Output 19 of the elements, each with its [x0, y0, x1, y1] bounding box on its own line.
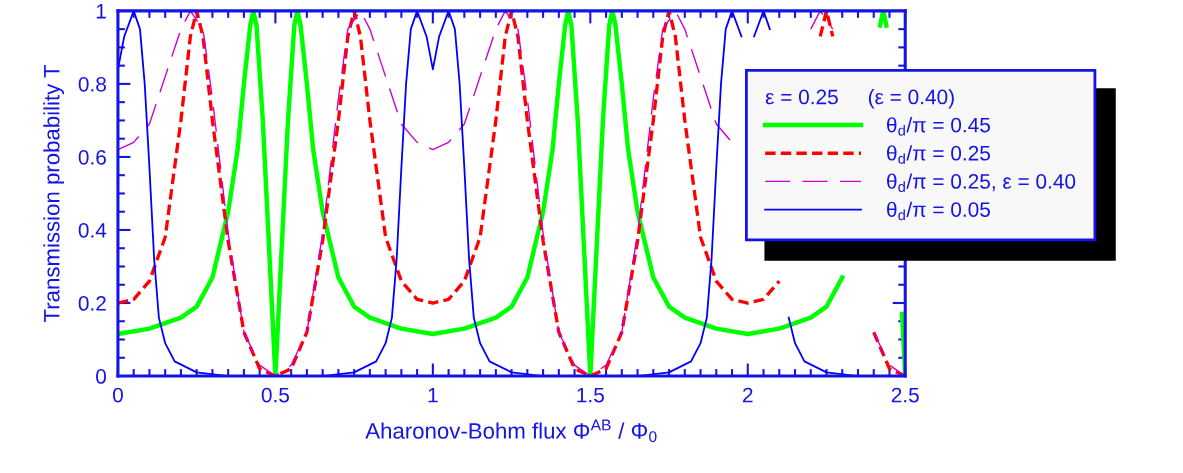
legend-label: θ$_{d}$/π = 0.05	[887, 201, 990, 221]
x-tick-label: 1	[428, 387, 438, 403]
x-tick-label: 2.5	[891, 387, 919, 403]
y-tick-label: 0.4	[78, 222, 107, 238]
y-tick-label: 1	[96, 4, 106, 19]
y-tick-label: 0.2	[78, 296, 106, 311]
y-axis-title: Transmission probability T	[43, 64, 64, 323]
x-tick-label: 0.5	[261, 387, 290, 403]
x-tick-label: 0	[112, 387, 123, 403]
y-tick-label: 0.8	[78, 76, 106, 92]
legend-label: θ$_{d}$/π = 0.25, ε = 0.40	[887, 173, 1076, 193]
legend-title: ε = 0.25 (ε = 0.40)	[765, 89, 954, 109]
legend-label: θ$_{d}$/π = 0.45	[887, 117, 990, 136]
legend-label: θ$_{d}$/π = 0.25	[887, 145, 990, 164]
x-axis-title: Aharonov-Bohm flux Φ$^{AB}$ / Φ$_{0}$	[365, 419, 657, 443]
y-tick-label: 0	[96, 369, 107, 384]
x-tick-label: 2	[743, 387, 753, 403]
x-tick-label: 1.5	[577, 387, 604, 403]
y-tick-label: 0.6	[78, 149, 106, 165]
